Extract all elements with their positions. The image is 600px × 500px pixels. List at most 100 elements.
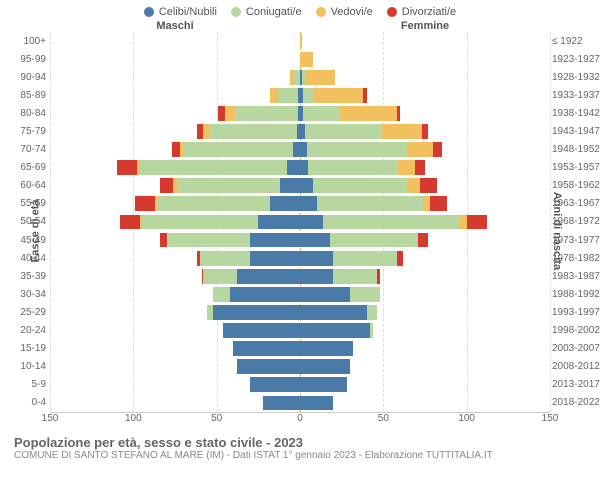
segment-single xyxy=(300,305,367,320)
segment-single xyxy=(300,215,323,230)
bar-female xyxy=(300,52,550,67)
segment-single xyxy=(300,323,370,338)
birth-label: 1983-1987 xyxy=(552,271,600,282)
segment-divorced xyxy=(160,233,167,248)
segment-widowed xyxy=(305,70,335,85)
birth-label: 2008-2012 xyxy=(552,361,600,372)
birth-label: 2018-2022 xyxy=(552,397,600,408)
segment-married xyxy=(183,142,293,157)
birth-label: ≤ 1922 xyxy=(552,36,600,47)
birth-label: 1988-1992 xyxy=(552,289,600,300)
age-row: 0-42018-2022 xyxy=(50,394,550,412)
segment-divorced xyxy=(420,178,437,193)
bar-female xyxy=(300,160,550,175)
segment-married xyxy=(210,124,297,139)
age-row: 55-591963-1967 xyxy=(50,195,550,213)
segment-widowed xyxy=(407,178,420,193)
segment-single xyxy=(237,269,300,284)
segment-divorced xyxy=(363,88,366,103)
birth-label: 1963-1967 xyxy=(552,198,600,209)
segment-divorced xyxy=(377,269,380,284)
age-row: 100+≤ 1922 xyxy=(50,32,550,50)
age-label: 60-64 xyxy=(8,180,46,191)
segment-married xyxy=(213,287,230,302)
segment-single xyxy=(300,377,347,392)
x-axis: 15010050050100150 xyxy=(50,413,550,429)
bar-female xyxy=(300,305,550,320)
bar-male xyxy=(50,160,300,175)
age-label: 15-19 xyxy=(8,343,46,354)
bar-male xyxy=(50,124,300,139)
legend-item: Celibi/Nubili xyxy=(144,6,217,18)
segment-divorced xyxy=(117,160,137,175)
age-label: 25-29 xyxy=(8,307,46,318)
segment-widowed xyxy=(398,160,415,175)
header-female: Femmine xyxy=(300,20,550,32)
age-row: 90-941928-1932 xyxy=(50,68,550,86)
bar-female xyxy=(300,34,550,49)
segment-divorced xyxy=(397,106,400,121)
bar-male xyxy=(50,251,300,266)
segment-married xyxy=(303,88,313,103)
segment-single xyxy=(300,160,308,175)
bar-female xyxy=(300,106,550,121)
age-row: 25-291993-1997 xyxy=(50,303,550,321)
segment-divorced xyxy=(160,178,173,193)
bar-female xyxy=(300,396,550,411)
age-row: 80-841938-1942 xyxy=(50,104,550,122)
age-label: 50-54 xyxy=(8,216,46,227)
age-row: 35-391983-1987 xyxy=(50,267,550,285)
segment-divorced xyxy=(430,196,447,211)
segment-single xyxy=(300,142,307,157)
segment-divorced xyxy=(422,124,429,139)
segment-single xyxy=(250,233,300,248)
segment-single xyxy=(233,341,300,356)
plot: 100+≤ 192295-991923-192790-941928-193285… xyxy=(50,32,550,413)
segment-single xyxy=(223,323,300,338)
bar-female xyxy=(300,233,550,248)
header-male: Maschi xyxy=(50,20,300,32)
chart-source: COMUNE DI SANTO STEFANO AL MARE (IM) - D… xyxy=(14,450,586,461)
segment-married xyxy=(323,215,460,230)
segment-married xyxy=(330,233,417,248)
legend-swatch xyxy=(387,7,397,17)
birth-label: 1928-1932 xyxy=(552,72,600,83)
segment-single xyxy=(250,377,300,392)
x-tick: 50 xyxy=(378,413,389,424)
bar-female xyxy=(300,124,550,139)
segment-divorced xyxy=(218,106,225,121)
segment-married xyxy=(207,305,214,320)
bar-male xyxy=(50,341,300,356)
legend-label: Coniugati/e xyxy=(246,6,302,18)
segment-single xyxy=(293,142,300,157)
age-row: 60-641958-1962 xyxy=(50,177,550,195)
age-row: 65-691953-1957 xyxy=(50,159,550,177)
segment-widowed xyxy=(382,124,422,139)
age-label: 0-4 xyxy=(8,397,46,408)
birth-label: 1953-1957 xyxy=(552,162,600,173)
age-row: 40-441978-1982 xyxy=(50,249,550,267)
rows: 100+≤ 192295-991923-192790-941928-193285… xyxy=(50,32,550,412)
segment-married xyxy=(140,160,287,175)
segment-married xyxy=(167,233,250,248)
segment-single xyxy=(300,359,350,374)
age-label: 85-89 xyxy=(8,90,46,101)
segment-widowed xyxy=(300,34,302,49)
bar-female xyxy=(300,287,550,302)
segment-single xyxy=(258,215,300,230)
age-label: 20-24 xyxy=(8,325,46,336)
segment-married xyxy=(333,251,396,266)
bar-male xyxy=(50,269,300,284)
age-label: 75-79 xyxy=(8,126,46,137)
age-label: 90-94 xyxy=(8,72,46,83)
age-row: 20-241998-2002 xyxy=(50,322,550,340)
chart-area: Fasce di età Anni di nascita 100+≤ 19229… xyxy=(0,32,600,429)
bar-female xyxy=(300,142,550,157)
age-label: 5-9 xyxy=(8,379,46,390)
segment-single xyxy=(230,287,300,302)
birth-label: 1993-1997 xyxy=(552,307,600,318)
age-row: 10-142008-2012 xyxy=(50,358,550,376)
segment-single xyxy=(300,287,350,302)
segment-married xyxy=(370,323,373,338)
birth-label: 2003-2007 xyxy=(552,343,600,354)
